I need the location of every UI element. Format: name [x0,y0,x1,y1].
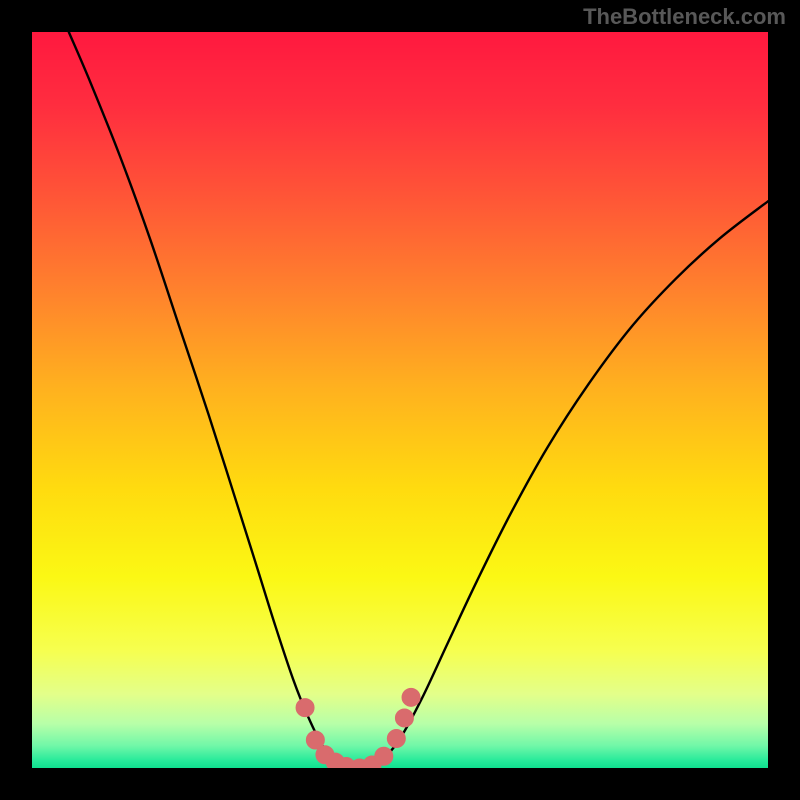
bottleneck-curve [69,32,768,768]
marker-point [402,688,420,706]
marker-point [296,699,314,717]
marker-point [387,730,405,748]
plot-area [32,32,768,768]
chart-stage: TheBottleneck.com [0,0,800,800]
watermark-text: TheBottleneck.com [583,4,786,30]
marker-point [375,747,393,765]
marker-point [395,709,413,727]
curve-layer [32,32,768,768]
